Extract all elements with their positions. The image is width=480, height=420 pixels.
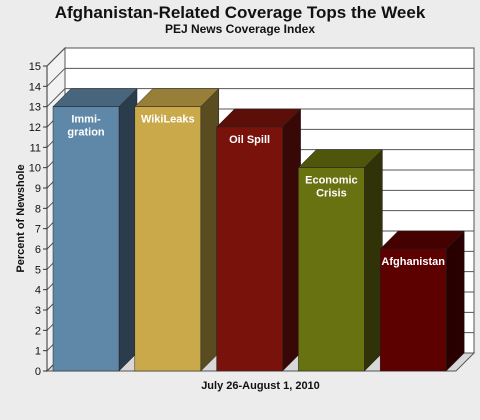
bar: Afghanistan [379, 230, 465, 372]
chart-title: Afghanistan-Related Coverage Tops the We… [54, 3, 426, 22]
bar-side [445, 230, 465, 372]
y-tick-label: 5 [35, 264, 41, 276]
bar: WikiLeaks [134, 88, 220, 372]
bar: Immi-gration [52, 88, 138, 372]
y-tick-label: 3 [35, 305, 41, 317]
y-axis-label: Percent of Newshole [15, 164, 27, 272]
bar-front [298, 167, 365, 372]
chart-bars: Immi-gration WikiLeaks Oil Spill Economic Cr… [52, 88, 465, 372]
y-tick-label: 7 [35, 224, 41, 236]
y-tick-label: 11 [30, 142, 41, 154]
y-tick-label: 15 [29, 61, 41, 73]
bar-side [200, 88, 220, 372]
gridline [46, 88, 474, 108]
y-tick-label: 12 [29, 122, 41, 134]
bar-label: Immi-gration [67, 114, 105, 139]
y-tick-label: 4 [35, 285, 41, 297]
gridline [46, 67, 474, 87]
bar-label: WikiLeaks [141, 114, 195, 126]
y-tick-label: 10 [29, 163, 41, 175]
y-tick-label: 13 [29, 102, 41, 114]
y-tick-label: 1 [35, 346, 41, 358]
x-axis-label: July 26-August 1, 2010 [201, 380, 320, 392]
y-tick-label: 6 [35, 244, 41, 256]
y-tick-label: 8 [35, 203, 41, 215]
bar-side [364, 149, 383, 372]
y-tick-label: 14 [29, 81, 41, 93]
bar-label: Economic Crisis [305, 175, 358, 200]
bar-front [379, 248, 447, 372]
bar-front [134, 106, 202, 372]
bar-front [216, 126, 283, 372]
y-tick-label: 0 [35, 366, 41, 378]
bar-label: Oil Spill [229, 134, 270, 146]
y-tick-label: 9 [35, 183, 41, 195]
y-tick-label: 2 [35, 325, 41, 337]
bar-label: Afghanistan [381, 256, 445, 268]
bar: Economic Crisis [297, 149, 384, 372]
gridline [46, 47, 474, 67]
chart-subtitle: PEJ News Coverage Index [164, 22, 316, 36]
bar-front [52, 106, 120, 372]
bar-side [118, 88, 138, 372]
bar-side [282, 108, 301, 372]
bar: Oil Spill [215, 108, 302, 372]
